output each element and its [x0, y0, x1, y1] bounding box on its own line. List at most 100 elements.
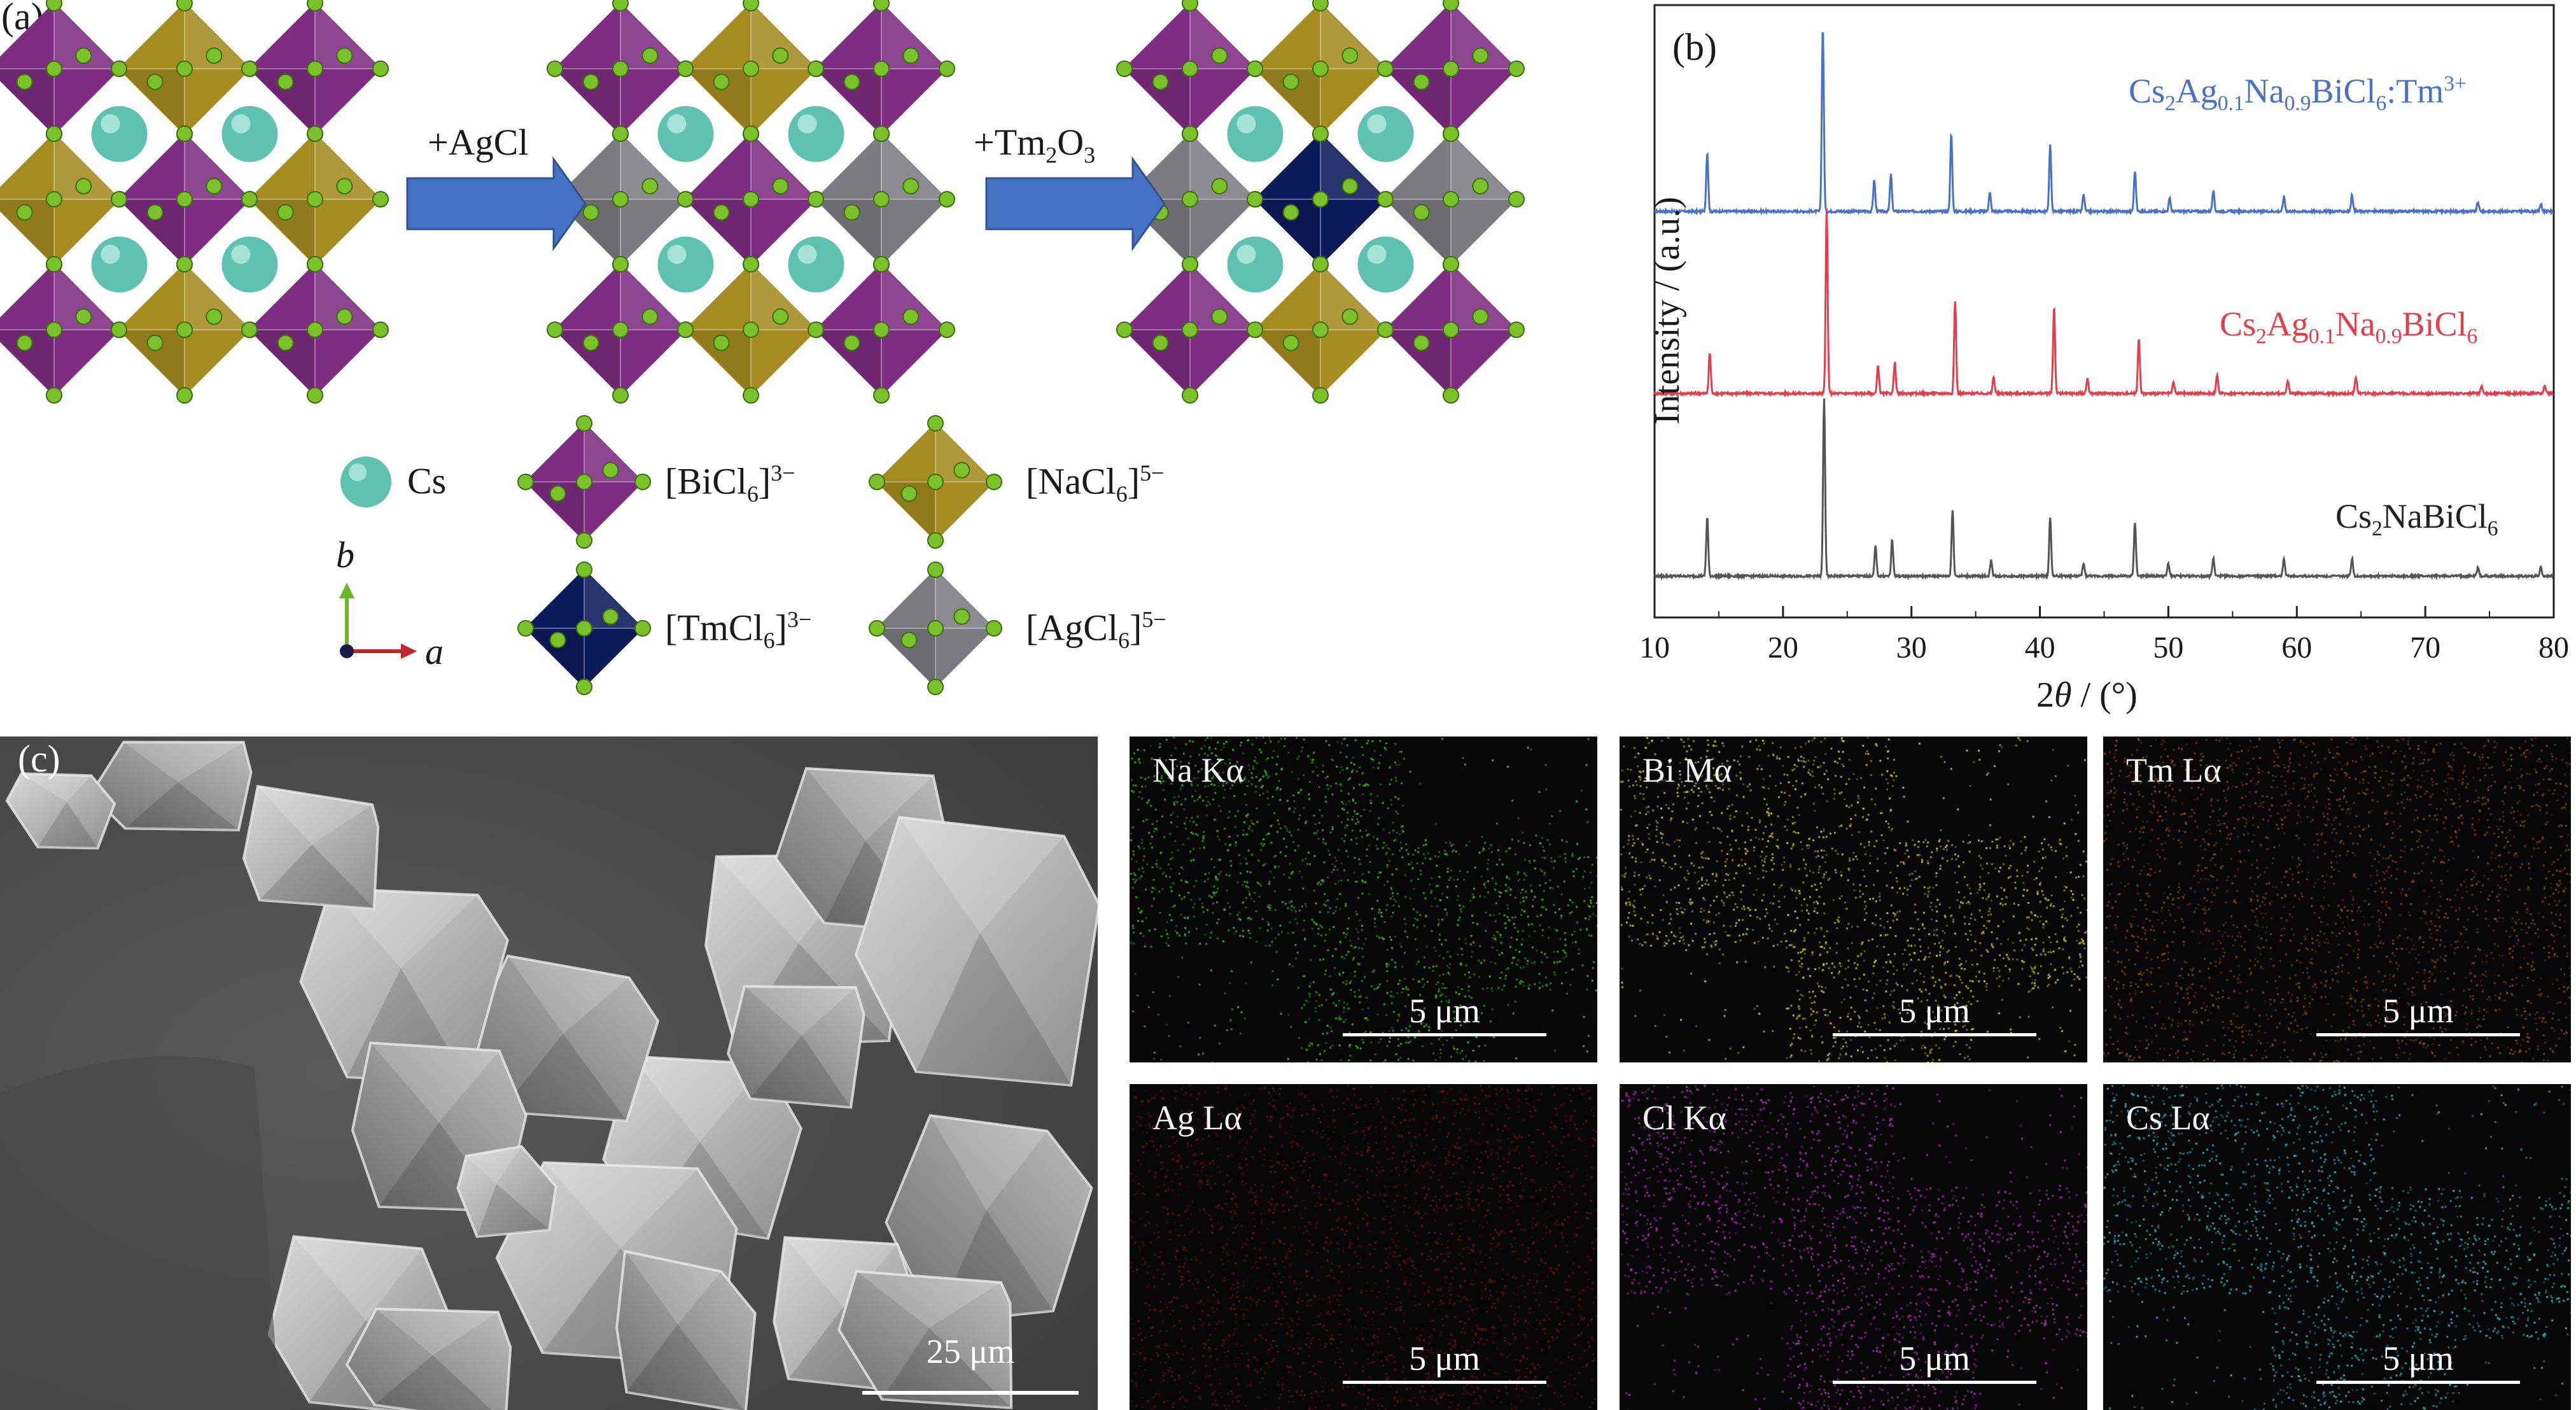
xrd-series-3	[1653, 398, 2554, 581]
eds-scale-bar	[2316, 1033, 2520, 1036]
octahedron	[1247, 0, 1394, 143]
reagent-tm2o3-label: +Tm2O3	[974, 122, 1096, 168]
eds-scale-bar	[1343, 1381, 1546, 1384]
legend-nacl6-icon	[869, 415, 1002, 549]
octahedron	[677, 0, 825, 143]
xrd-series-2	[1653, 208, 2554, 398]
cs-atom	[91, 106, 148, 162]
reaction-arrow-2	[985, 156, 1166, 251]
octahedron	[547, 0, 694, 143]
octahedron	[1377, 256, 1525, 404]
eds-map-image	[1130, 1084, 1597, 1410]
eds-scale-label: 5 μm	[2383, 992, 2454, 1030]
panel-c-label: (c)	[18, 738, 60, 780]
octahedron	[0, 0, 128, 143]
crystal-structure-2	[547, 0, 955, 404]
octahedron	[111, 125, 258, 273]
sem-crystal	[615, 1250, 757, 1410]
crystal-structure-1	[0, 0, 389, 404]
cs-atom	[221, 106, 278, 162]
axis-b-label: b	[336, 534, 354, 575]
sem-crystal	[726, 985, 865, 1109]
eds-scale-bar	[1343, 1033, 1546, 1036]
sem-image	[0, 737, 1098, 1410]
eds-element-label: Ag Lα	[1152, 1099, 1242, 1137]
cs-atom	[91, 236, 148, 293]
series-label-pristine: Cs2NaBiCl6	[2335, 497, 2498, 540]
sem-substrate-shadow	[0, 1056, 280, 1410]
eds-map: Cl Kα 5 μm	[1620, 1084, 2087, 1410]
series-label-ag-na: Cs2Ag0.1Na0.9BiCl6	[2220, 305, 2478, 348]
octahedron	[1116, 0, 1264, 143]
eds-element-label: Tm Lα	[2126, 751, 2222, 789]
eds-scale-label: 5 μm	[1899, 1339, 1970, 1378]
sem-crystal	[837, 1270, 1013, 1409]
xrd-series-1	[1654, 32, 2554, 216]
legend-cs-icon	[340, 456, 391, 507]
eds-map: Bi Mα 5 μm	[1620, 737, 2087, 1062]
x-tick-label: 40	[2024, 631, 2055, 665]
panel-b-label: (b)	[1672, 26, 1717, 68]
x-tick-label: 20	[1767, 631, 1798, 665]
legend-nacl6-label: [NaCl6]5−	[1026, 460, 1165, 507]
eds-element-label: Bi Mα	[1642, 751, 1732, 789]
legend-bicl6-label: [BiCl6]3−	[665, 460, 795, 507]
eds-scale-bar	[1833, 1381, 2036, 1384]
sem-scale-bar	[862, 1391, 1079, 1395]
crystal-structure-diagrams	[0, 0, 1525, 695]
octahedron	[808, 256, 955, 404]
legend-tmcl6-icon	[517, 561, 651, 695]
reagent-agcl-label: +AgCl	[428, 122, 529, 163]
x-tick-label: 10	[1639, 631, 1670, 665]
eds-map-image	[2103, 737, 2571, 1062]
octahedron	[1247, 125, 1394, 273]
cs-atom	[788, 106, 844, 162]
sem-crystal	[345, 1308, 512, 1410]
x-axis-label: 2θ / (°)	[2036, 675, 2138, 715]
sem-crystal-cluster	[0, 740, 1098, 1410]
axis-a-label: a	[425, 631, 444, 672]
reaction-arrow-1	[406, 156, 587, 251]
sem-crystal	[89, 740, 253, 831]
octahedron	[1377, 0, 1525, 143]
octahedron	[111, 0, 258, 143]
legend-bicl6-icon	[517, 415, 651, 549]
xrd-x-ticks	[1653, 606, 2555, 617]
cs-atom	[221, 236, 278, 293]
x-tick-label: 70	[2410, 631, 2441, 665]
eds-map-image	[1620, 737, 2087, 1062]
eds-map: Cs Lα 5 μm	[2103, 1084, 2571, 1410]
x-tick-label: 50	[2153, 631, 2184, 665]
eds-map: Na Kα 5 μm	[1130, 737, 1597, 1062]
x-tick-label: 80	[2538, 631, 2569, 665]
cs-atom	[657, 236, 714, 293]
axis-indicator-icon	[339, 582, 417, 659]
octahedron	[547, 256, 694, 404]
cs-atom	[657, 106, 714, 162]
eds-scale-label: 5 μm	[1899, 992, 1970, 1030]
cs-atom	[1357, 236, 1414, 293]
eds-map: Tm Lα 5 μm	[2103, 737, 2571, 1062]
sem-scale-label: 25 μm	[926, 1332, 1015, 1371]
x-tick-label: 30	[1896, 631, 1927, 665]
cs-atom	[1357, 106, 1414, 162]
eds-scale-label: 5 μm	[1409, 1339, 1480, 1378]
eds-element-label: Cl Kα	[1642, 1099, 1726, 1137]
legend-agcl6-label: [AgCl6]5−	[1026, 607, 1166, 653]
eds-element-label: Cs Lα	[2126, 1099, 2210, 1137]
cs-atom	[788, 236, 844, 293]
eds-scale-bar	[2316, 1381, 2520, 1384]
sem-crystal	[5, 772, 116, 850]
x-tick-label: 60	[2281, 631, 2313, 665]
octahedron	[677, 256, 825, 404]
eds-map-image	[1130, 737, 1597, 1062]
y-axis-label: Intensity / (a.u.)	[1648, 197, 1687, 425]
eds-scale-label: 5 μm	[2383, 1339, 2454, 1378]
cs-atom	[1227, 106, 1284, 162]
eds-scale-bar	[1833, 1033, 2036, 1036]
octahedron	[1116, 256, 1264, 404]
sem-crystal	[456, 1145, 557, 1238]
sem-crystal	[242, 784, 380, 910]
sem-crystal	[885, 1114, 1093, 1325]
octahedron	[808, 125, 955, 273]
